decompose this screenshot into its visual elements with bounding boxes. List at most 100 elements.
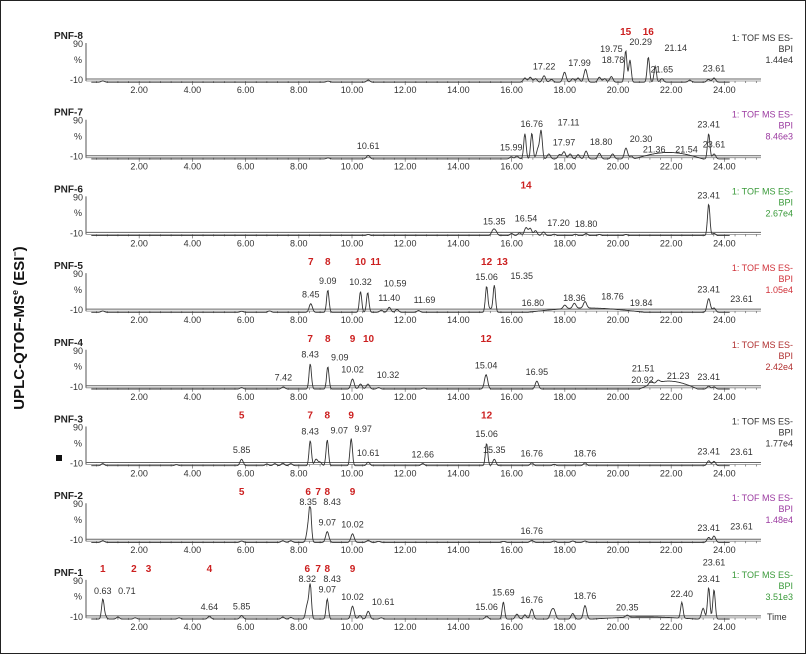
x-tick-label: 18.00: [554, 85, 577, 95]
x-tick-label: 2.00: [130, 392, 148, 402]
peak-label: 5.85: [233, 445, 251, 455]
chromatogram-trace: [91, 506, 730, 543]
compound-number: 6: [305, 487, 311, 498]
compound-number: 10: [363, 334, 375, 345]
peak-label: 15.06: [475, 602, 498, 612]
compound-number: 7: [308, 257, 314, 268]
compound-number: 2: [131, 564, 137, 575]
x-tick-label: 22.00: [660, 469, 683, 479]
peak-label: 18.80: [575, 219, 598, 229]
x-tick-label: 2.00: [130, 469, 148, 479]
x-tick-label: 10.00: [341, 469, 364, 479]
peak-label: 15.35: [511, 271, 534, 281]
peak-label: 16.80: [522, 298, 545, 308]
panel-title: PNF-7: [54, 108, 83, 119]
x-tick-label: 24.00: [713, 545, 736, 555]
x-tick-label: 24.00: [713, 622, 736, 632]
x-tick-label: 24.00: [713, 85, 736, 95]
x-tick-label: 14.00: [447, 162, 470, 172]
x-tick-label: 6.00: [237, 392, 255, 402]
peak-label: 21.54: [675, 145, 698, 155]
x-tick-label: 14.00: [447, 315, 470, 325]
y-tick-bottom: -10: [70, 228, 83, 238]
peak-label: 17.22: [533, 62, 556, 72]
detector-info: 1: TOF MS ES-: [732, 570, 793, 580]
trace-type: BPI: [778, 581, 793, 591]
x-tick-label: 20.00: [607, 392, 630, 402]
peak-label: 10.32: [349, 277, 372, 287]
x-tick-label: 10.00: [341, 238, 364, 248]
chromatogram-trace: [91, 583, 730, 620]
intensity-scale: 3.51e3: [765, 592, 793, 602]
x-tick-label: 18.00: [554, 469, 577, 479]
x-tick-label: 16.00: [500, 85, 523, 95]
peak-label: 23.41: [697, 190, 720, 200]
compound-number: 10: [355, 257, 367, 268]
peak-label: 18.76: [574, 449, 597, 459]
compound-number: 4: [207, 564, 213, 575]
y-tick-bottom: -10: [70, 612, 83, 622]
x-tick-label: 12.00: [394, 238, 417, 248]
peak-label: 23.61: [730, 522, 753, 532]
peak-label: 0.71: [118, 586, 136, 596]
x-tick-label: 2.00: [130, 315, 148, 325]
x-tick-label: 20.00: [607, 162, 630, 172]
compound-number: 3: [146, 564, 152, 575]
peak-label: 10.59: [384, 278, 407, 288]
compound-number: 14: [520, 180, 532, 191]
peak-label: 10.02: [341, 365, 364, 375]
x-tick-label: 16.00: [500, 162, 523, 172]
intensity-scale: 1.77e4: [765, 439, 793, 449]
square-marker: [56, 455, 62, 461]
peak-label: 15.06: [475, 272, 498, 282]
x-tick-label: 16.00: [500, 545, 523, 555]
trace-type: BPI: [778, 274, 793, 284]
x-tick-label: 8.00: [290, 238, 308, 248]
panel-title: PNF-4: [54, 338, 83, 349]
peak-label: 4.64: [201, 602, 219, 612]
intensity-scale: 1.48e4: [765, 515, 793, 525]
peak-label: 9.97: [354, 424, 372, 434]
chromatogram-trace: [91, 49, 730, 83]
peak-label: 22.40: [671, 589, 694, 599]
compound-number: 8: [325, 411, 331, 422]
trace-type: BPI: [778, 44, 793, 54]
x-tick-label: 22.00: [660, 315, 683, 325]
peak-label: 8.43: [323, 574, 341, 584]
peak-label: 11.69: [414, 295, 436, 305]
peak-label: 11.40: [378, 293, 400, 303]
y-tick-bottom: -10: [70, 152, 83, 162]
peak-label: 8.43: [301, 426, 319, 436]
x-tick-label: 8.00: [290, 85, 308, 95]
x-tick-label: 18.00: [554, 622, 577, 632]
detector-info: 1: TOF MS ES-: [732, 417, 793, 427]
compound-number: 8: [325, 487, 331, 498]
compound-number: 13: [497, 257, 509, 268]
y-tick-top: 90: [73, 423, 83, 433]
x-tick-label: 24.00: [713, 392, 736, 402]
peak-label: 16.54: [515, 214, 538, 224]
x-tick-label: 16.00: [500, 469, 523, 479]
peak-label: 23.41: [697, 372, 720, 382]
x-tick-label: 6.00: [237, 622, 255, 632]
x-tick-label: 24.00: [713, 469, 736, 479]
peak-label: 15.35: [483, 216, 506, 226]
x-tick-label: 4.00: [184, 469, 202, 479]
peak-label: 9.09: [331, 353, 349, 363]
x-tick-label: 24.00: [713, 238, 736, 248]
peak-label: 9.07: [319, 517, 337, 527]
peak-label: 18.76: [574, 591, 597, 601]
x-tick-label: 16.00: [500, 238, 523, 248]
peak-label: 5.85: [233, 601, 251, 611]
y-tick-bottom: -10: [70, 459, 83, 469]
compound-number: 12: [481, 257, 493, 268]
trace-type: BPI: [778, 351, 793, 361]
peak-label: 23.41: [697, 574, 720, 584]
peak-label: 16.76: [521, 526, 544, 536]
peak-label: 15.35: [483, 445, 506, 455]
panel-title: PNF-1: [54, 568, 83, 579]
x-tick-label: 22.00: [660, 545, 683, 555]
y-tick-top: 90: [73, 346, 83, 356]
x-tick-label: 12.00: [394, 162, 417, 172]
